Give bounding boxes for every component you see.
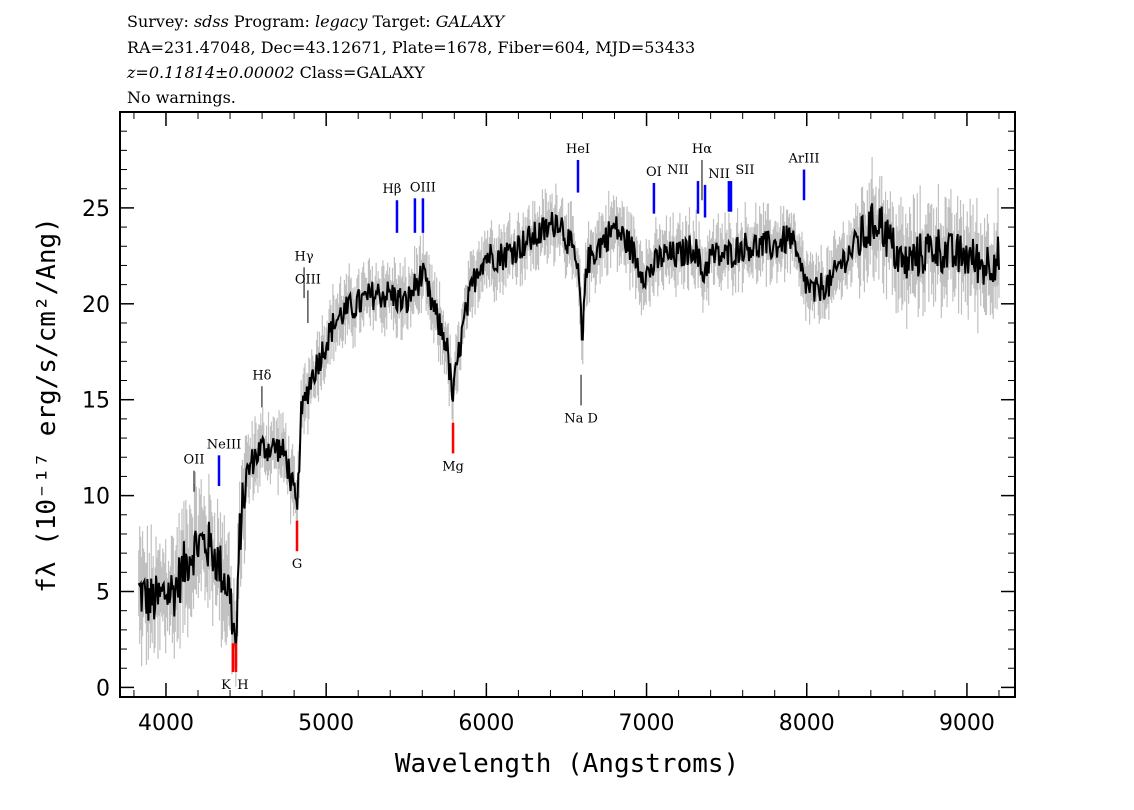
line-label: OI — [646, 165, 662, 180]
line-label: SII — [735, 163, 754, 178]
line-label: Hγ — [295, 249, 314, 264]
target-label: Target: — [367, 12, 436, 31]
flux-line — [137, 203, 1000, 649]
target-value: GALAXY — [435, 12, 505, 31]
line-label: Hδ — [252, 368, 271, 383]
line-marker-hα: Hα — [692, 142, 712, 201]
x-tick-label: 6000 — [458, 711, 514, 736]
y-axis-label: fλ (10⁻¹⁷ erg/s/cm²/Ang) — [32, 217, 62, 593]
y-tick-label: 20 — [82, 293, 110, 318]
line-marker-hei: HeI — [566, 142, 590, 193]
line-label: OIII — [295, 272, 321, 287]
line-marker-oi: OI — [646, 165, 662, 214]
line-marker-hδ: Hδ — [252, 368, 272, 408]
header-line-1: Survey: sdss Program: legacy Target: GAL… — [127, 12, 504, 32]
line-marker-hγ: Hγ — [295, 249, 314, 299]
line-marker-oii: OII — [184, 453, 205, 492]
line-label: Hα — [692, 142, 712, 157]
line-marker-ariii: ArIII — [788, 152, 820, 201]
line-marker-g: G — [292, 520, 302, 572]
line-marker-na-d: Na D — [564, 374, 598, 426]
header-line-3: z=0.11814±0.00002 Class=GALAXY — [127, 63, 425, 83]
header-line-4: No warnings. — [127, 88, 236, 107]
line-marker-sii: SII — [729, 163, 755, 212]
line-label: OII — [184, 453, 205, 468]
line-label: HeI — [566, 142, 590, 157]
y-tick-label: 10 — [82, 485, 110, 510]
line-marker-oiii: OIII — [295, 272, 321, 323]
x-axis-label: Wavelength (Angstroms) — [395, 749, 739, 779]
program-value: legacy — [315, 12, 368, 31]
x-tick-label: 7000 — [619, 711, 675, 736]
line-marker-hβ: Hβ — [383, 182, 402, 233]
line-label: OIII — [410, 180, 436, 195]
line-marker-h: H — [234, 643, 249, 693]
y-tick-label: 15 — [82, 389, 110, 414]
line-label: Na D — [564, 411, 598, 426]
line-label: K — [221, 678, 231, 693]
survey-value: sdss — [193, 12, 229, 31]
y-tick-label: 25 — [82, 197, 110, 222]
line-marker-neiii: NeIII — [207, 437, 241, 487]
line-label: ArIII — [788, 152, 820, 167]
y-tick-label: 5 — [96, 581, 110, 606]
line-label: Hβ — [383, 182, 402, 197]
y-tick-label: 0 — [96, 676, 110, 701]
redshift: z=0.11814±0.00002 — [127, 63, 295, 82]
line-marker-nii: NII — [703, 167, 730, 218]
axes: 4000 5000 6000 7000 8000 9000 0 5 10 15 20 25 — [82, 112, 1015, 736]
line-label: NII — [708, 167, 730, 182]
class-value: Class=GALAXY — [294, 63, 425, 82]
x-tick-label: 4000 — [138, 711, 194, 736]
survey-label: Survey: — [127, 12, 194, 31]
line-label: NeIII — [207, 437, 241, 452]
line-label: Mg — [442, 459, 464, 474]
x-tick-label: 5000 — [298, 711, 354, 736]
line-marker-nii: NII — [667, 163, 700, 214]
line-marker-mg: Mg — [442, 422, 464, 474]
header-line-2: RA=231.47048, Dec=43.12671, Plate=1678, … — [127, 38, 696, 57]
plot-frame — [119, 111, 1016, 698]
line-label: NII — [667, 163, 689, 178]
line-label: G — [292, 557, 302, 572]
x-tick-label: 8000 — [779, 711, 835, 736]
line-marker-k: K — [221, 643, 235, 693]
line-marker-oiii: OIII — [410, 180, 436, 233]
line-label: H — [237, 678, 248, 693]
program-label: Program: — [228, 12, 316, 31]
x-tick-label: 9000 — [939, 711, 995, 736]
